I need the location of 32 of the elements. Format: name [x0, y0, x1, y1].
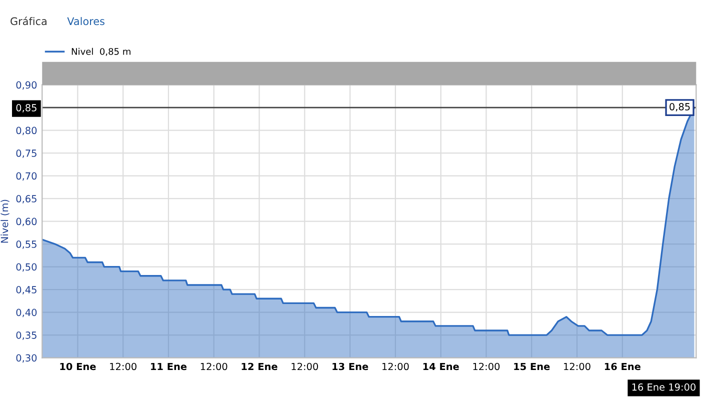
y-tick-label: 0,85 — [16, 104, 36, 112]
y-tick-label: 0,80 — [16, 126, 37, 136]
y-tick-label: 0,30 — [16, 354, 37, 363]
x-tick-label: 13 Ene — [332, 362, 368, 370]
x-tick-label: 10 Ene — [60, 362, 96, 370]
y-tick-label: 0,40 — [16, 308, 37, 318]
y-tick-label: 0,65 — [16, 195, 36, 204]
x-tick-label: 11 Ene — [151, 362, 187, 370]
legend-label: Nivel 0,85 m — [72, 48, 130, 56]
text: Valores — [67, 17, 104, 26]
y-tick-label: 0,60 — [16, 218, 37, 226]
x-tick-label: 12:00 — [110, 362, 136, 370]
x-tick-label: 15 Ene — [514, 362, 550, 370]
y-axis-title: Nivel (m) — [0, 200, 10, 243]
text: Gráfica — [10, 16, 46, 26]
x-tick-label: 12:00 — [473, 362, 500, 370]
ref-line-label: 0,85 — [670, 103, 690, 112]
x-tick-label: 12 Ene — [242, 362, 278, 370]
x-tick-label: 12:00 — [382, 362, 409, 370]
x-tick-label: 16 Ene — [604, 362, 640, 370]
y-tick-label: 0,75 — [16, 150, 36, 158]
x-tick-label: 12:00 — [564, 362, 590, 370]
y-tick-label: 0,90 — [16, 81, 37, 90]
y-tick-label: 0,70 — [16, 172, 37, 181]
x-tick-label: 12:00 — [292, 362, 318, 370]
y-tick-label: 0,45 — [16, 286, 36, 294]
y-tick-label: 0,55 — [16, 240, 36, 249]
x-tick-label: 12:00 — [200, 362, 228, 370]
y-tick-label: 0,35 — [16, 332, 36, 340]
y-tick-label: 0,50 — [16, 263, 37, 272]
text: 16 Ene 19:00 — [632, 383, 696, 391]
x-tick-label: 14 Ene — [423, 362, 459, 370]
